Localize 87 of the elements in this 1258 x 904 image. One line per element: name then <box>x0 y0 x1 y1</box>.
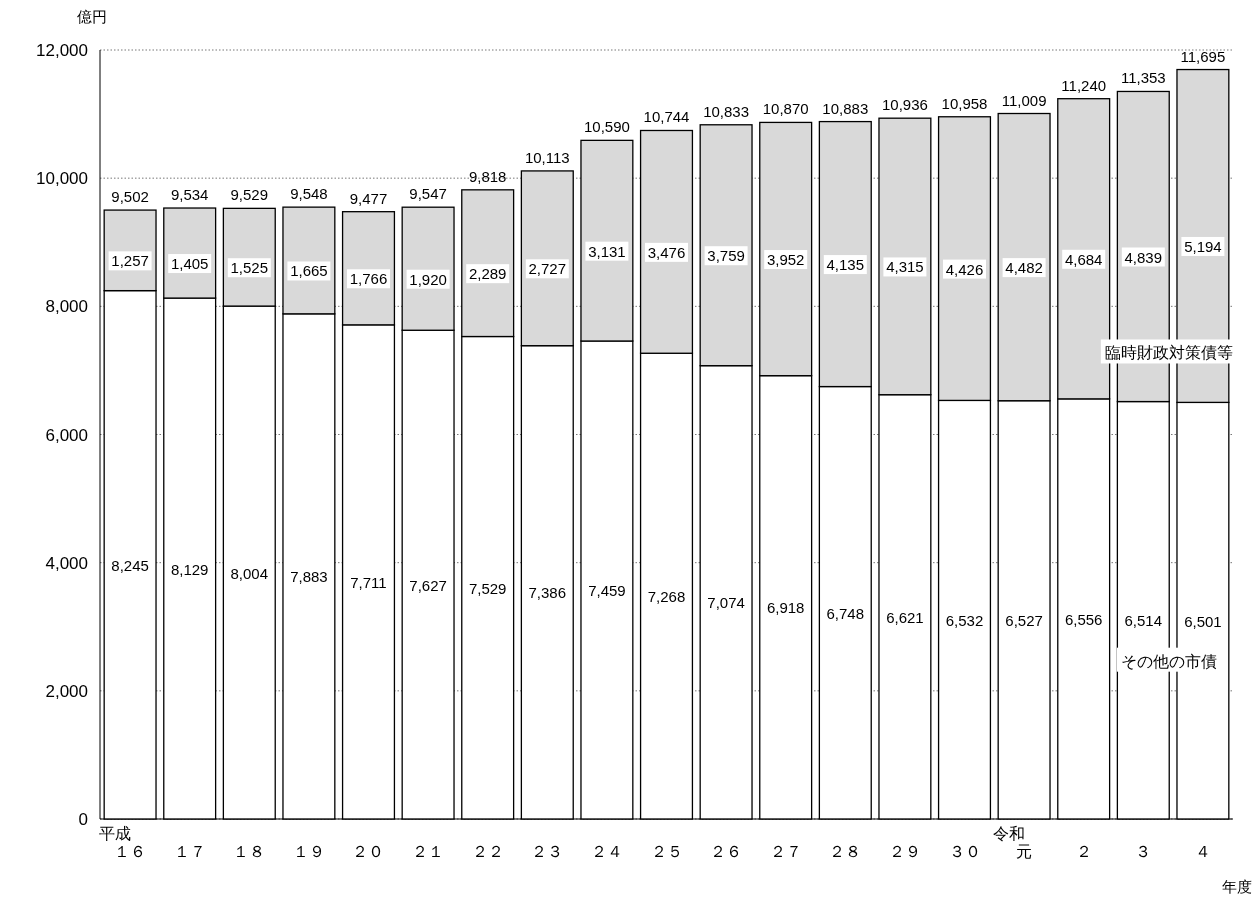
x-tick-label: ２１ <box>412 843 445 860</box>
data-label: 7,074 <box>707 594 745 612</box>
data-label: 3,131 <box>588 242 626 260</box>
total-label: 10,113 <box>524 148 570 166</box>
total-label: 10,833 <box>703 102 750 120</box>
total-label: 10,883 <box>822 99 869 117</box>
y-tick-label: 2,000 <box>45 681 88 701</box>
x-tick-label: ４ <box>1194 843 1211 860</box>
x-tick-label: ３ <box>1135 843 1152 860</box>
x-tick-label: ２７ <box>769 843 802 860</box>
data-label: 7,627 <box>409 576 447 594</box>
data-label: 6,501 <box>1184 612 1222 630</box>
total-label: 11,009 <box>1001 91 1047 109</box>
data-label: 2,289 <box>468 265 507 283</box>
y-tick-label: 8,000 <box>45 297 88 317</box>
data-label: 4,426 <box>945 260 984 278</box>
x-tick-label: 令和元 <box>993 825 1033 860</box>
x-tick-label: ２９ <box>888 843 921 860</box>
data-label: 6,514 <box>1124 612 1163 630</box>
data-label: 3,759 <box>707 247 745 265</box>
total-label: 9,477 <box>349 189 388 207</box>
data-label: 3,476 <box>647 243 686 261</box>
data-label: 1,766 <box>349 270 388 288</box>
data-label: 2,727 <box>528 260 567 278</box>
data-label: 7,883 <box>290 568 328 586</box>
data-label: 6,748 <box>826 604 865 622</box>
data-label: 8,245 <box>111 556 149 574</box>
data-label: 5,194 <box>1184 237 1222 255</box>
series-label: その他の市債 <box>1120 652 1217 670</box>
data-label: 1,257 <box>111 252 149 270</box>
data-label: 7,529 <box>468 579 507 597</box>
data-label: 8,004 <box>230 564 269 582</box>
total-label: 10,958 <box>941 94 988 112</box>
data-label: 6,918 <box>766 599 805 617</box>
data-label: 4,684 <box>1064 250 1103 268</box>
total-label: 10,870 <box>762 100 809 118</box>
x-tick-label: ２０ <box>352 843 385 860</box>
total-label: 10,744 <box>643 108 690 126</box>
x-tick-label: ２５ <box>650 843 683 860</box>
x-tick-label: ２３ <box>531 843 564 860</box>
x-tick-label: ２ <box>1075 843 1092 860</box>
y-tick-label: 0 <box>78 810 88 829</box>
data-label: 7,711 <box>350 573 387 591</box>
x-tick-label: ２６ <box>710 843 743 860</box>
data-label: 1,920 <box>409 270 447 288</box>
data-label: 4,135 <box>826 256 865 274</box>
data-label: 1,665 <box>290 262 328 280</box>
data-label: 6,556 <box>1064 610 1103 628</box>
data-label: 7,268 <box>647 588 686 606</box>
data-label: 4,482 <box>1005 259 1043 277</box>
data-label: 8,129 <box>170 560 209 578</box>
total-label: 10,590 <box>583 118 630 136</box>
total-label: 11,695 <box>1180 47 1226 65</box>
data-label: 6,532 <box>945 611 984 629</box>
total-label: 11,240 <box>1061 76 1107 94</box>
total-label: 10,936 <box>881 96 928 114</box>
data-label: 4,315 <box>886 258 924 276</box>
total-label: 9,534 <box>170 186 209 204</box>
total-label: 9,502 <box>111 188 149 206</box>
y-tick-label: 10,000 <box>36 169 88 189</box>
total-label: 9,818 <box>468 167 507 185</box>
data-label: 3,952 <box>766 251 805 269</box>
x-tick-label: ３０ <box>948 843 981 860</box>
series-label: 臨時財政対策債等 <box>1104 344 1233 362</box>
y-tick-label: 4,000 <box>45 553 88 573</box>
data-label: 7,459 <box>588 582 626 599</box>
data-label: 6,621 <box>886 608 924 626</box>
x-tick-label: ２４ <box>590 843 623 860</box>
data-label: 1,525 <box>230 259 269 277</box>
x-tick-label: ２８ <box>829 843 862 860</box>
x-axis-title: 年度 <box>1222 878 1252 895</box>
data-label: 4,839 <box>1124 248 1163 266</box>
data-label: 1,405 <box>170 255 209 273</box>
data-label: 7,386 <box>528 584 567 602</box>
x-tick-label: ２２ <box>471 843 504 860</box>
total-label: 9,547 <box>409 185 447 203</box>
x-tick-label: １８ <box>233 843 266 860</box>
y-tick-label: 12,000 <box>36 41 88 60</box>
total-label: 9,529 <box>230 186 269 204</box>
total-label: 11,353 <box>1120 69 1166 87</box>
data-label: 6,527 <box>1005 611 1043 629</box>
x-tick-label: 平成１６ <box>99 825 147 860</box>
total-label: 9,548 <box>290 185 328 203</box>
y-axis-title: 億円 <box>77 8 107 25</box>
x-tick-label: １９ <box>292 843 325 860</box>
y-tick-label: 6,000 <box>45 425 88 445</box>
x-tick-label: １７ <box>173 843 206 860</box>
